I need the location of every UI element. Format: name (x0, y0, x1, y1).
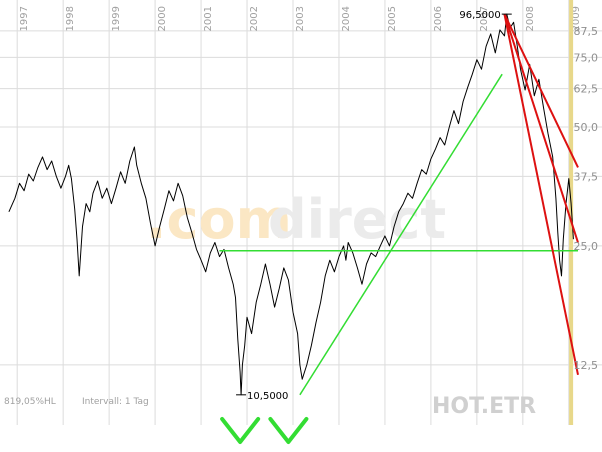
current-marker (569, 0, 574, 425)
trendline (299, 73, 503, 396)
plot-area (0, 0, 602, 425)
y-axis-ticks: 87,5 75,0 62,5 50,0 37,5 25,0 12,5 (574, 25, 599, 372)
trendline (503, 13, 579, 243)
price-series-line (8, 13, 574, 396)
y-tick-label: 25,0 (574, 240, 599, 253)
watermark-part1: .com (146, 188, 292, 251)
checkmark (220, 417, 261, 444)
series-layer (8, 13, 574, 396)
annotations: 96,5000 10,5000 (236, 10, 512, 402)
year-label: 2004 (341, 6, 352, 31)
year-label: 2001 (203, 6, 214, 31)
y-tick-label: 12,5 (574, 359, 599, 372)
y-tick-label: 87,5 (574, 25, 599, 38)
y-tick-label: 75,0 (574, 51, 599, 64)
extreme-label: 10,5000 (247, 391, 288, 402)
y-tick-label: 37,5 (574, 170, 599, 183)
year-label: 1998 (65, 6, 76, 31)
current-date-marker (569, 0, 574, 425)
year-label: 2006 (433, 6, 444, 31)
year-label: 2008 (525, 6, 536, 31)
year-label: 1999 (111, 6, 122, 31)
checkmarks (220, 417, 309, 444)
ticker-label: HOT.ETR (432, 394, 536, 419)
year-label: 2007 (479, 6, 490, 31)
year-label: 2002 (249, 6, 260, 31)
year-label: 2009 (571, 6, 582, 31)
trendline (503, 13, 579, 375)
watermark: .com direct (146, 188, 446, 251)
year-label: 1997 (19, 6, 30, 31)
year-label: 2000 (157, 6, 168, 31)
trendline (503, 13, 579, 168)
checkmark (268, 417, 309, 444)
year-label: 2003 (295, 6, 306, 31)
watermark-part2: direct (268, 188, 446, 251)
footer-hl-label: 819,05%HL (4, 397, 56, 407)
y-tick-label: 50,0 (574, 121, 599, 134)
y-tick-label: 62,5 (574, 83, 599, 96)
year-labels: 1997 1998 1999 2000 2001 2002 2003 2004 2005 2006… (19, 6, 582, 31)
year-label: 2005 (387, 6, 398, 31)
footer-interval-label: Intervall: 1 Tag (82, 397, 149, 407)
trendlines (219, 13, 579, 396)
extreme-label: 96,5000 (459, 10, 500, 21)
grid (0, 0, 602, 425)
